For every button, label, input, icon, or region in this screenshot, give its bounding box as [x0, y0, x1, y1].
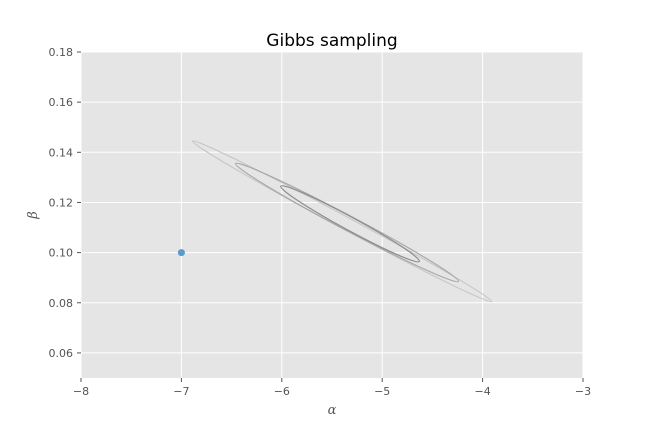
y-axis-ticks: 0.06 0.08 0.10 0.12 0.14 0.16 0.18	[49, 46, 81, 360]
x-tick-label: −3	[575, 385, 591, 398]
plot-area	[81, 52, 583, 378]
x-axis-ticks: −8 −7 −6 −5 −4 −3	[73, 378, 591, 398]
contour-inner	[280, 185, 421, 263]
y-tick-label: 0.06	[49, 347, 74, 360]
y-tick-label: 0.08	[49, 297, 74, 310]
x-tick-label: −6	[274, 385, 290, 398]
contours	[191, 140, 493, 303]
y-tick-label: 0.14	[49, 146, 74, 159]
y-tick-label: 0.10	[49, 247, 74, 260]
chart-title: Gibbs sampling	[266, 31, 397, 51]
x-tick-label: −5	[374, 385, 390, 398]
x-tick-label: −8	[73, 385, 89, 398]
x-tick-label: −4	[474, 385, 490, 398]
grid	[80, 51, 584, 378]
y-tick-label: 0.16	[49, 96, 74, 109]
y-tick-label: 0.12	[49, 196, 74, 209]
x-tick-label: −7	[173, 385, 189, 398]
y-axis-label: β	[26, 211, 41, 220]
points	[177, 249, 185, 257]
sample-point	[177, 249, 185, 257]
y-tick-label: 0.18	[49, 46, 74, 59]
x-axis-label: α	[328, 403, 337, 418]
